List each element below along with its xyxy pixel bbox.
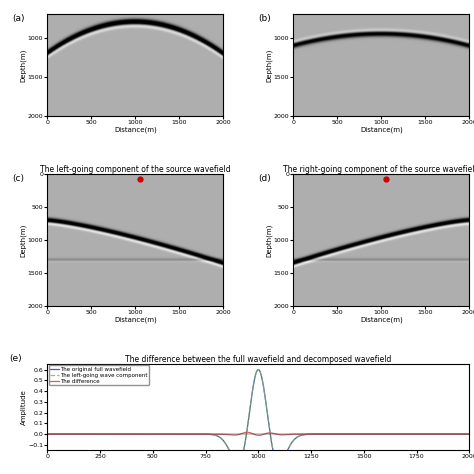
The original full wavefield [45, 431, 50, 437]
Y-axis label: Depth(m): Depth(m) [20, 223, 26, 256]
The difference [244, 429, 250, 435]
The original full wavefield [255, 367, 261, 373]
The original full wavefield [88, 431, 93, 437]
The original full wavefield [276, 460, 282, 466]
Line: The difference: The difference [47, 432, 469, 435]
Title: The left-going component of the source wavefield: The left-going component of the source w… [40, 165, 230, 174]
Line: The original full wavefield: The original full wavefield [47, 370, 469, 463]
The left-going wave component [466, 431, 472, 437]
The left-going wave component [276, 460, 282, 466]
X-axis label: Distance(m): Distance(m) [114, 126, 157, 133]
X-axis label: Distance(m): Distance(m) [114, 316, 157, 323]
The difference [374, 431, 380, 437]
The original full wavefield [215, 433, 221, 439]
The left-going wave component [88, 431, 93, 437]
The original full wavefield [374, 431, 380, 437]
The difference [45, 431, 50, 437]
Text: (c): (c) [12, 174, 24, 183]
The original full wavefield [466, 431, 472, 437]
The original full wavefield [335, 431, 341, 437]
The difference [230, 432, 236, 438]
The original full wavefield [230, 455, 236, 461]
The left-going wave component [374, 431, 380, 437]
The left-going wave component [255, 367, 261, 373]
The difference [255, 432, 261, 438]
Text: (b): (b) [258, 14, 271, 23]
The difference [335, 431, 341, 437]
The left-going wave component [215, 433, 221, 439]
The left-going wave component [45, 431, 50, 437]
X-axis label: Distance(m): Distance(m) [360, 126, 403, 133]
The left-going wave component [230, 455, 236, 461]
The difference [466, 431, 472, 437]
Line: The left-going wave component: The left-going wave component [47, 370, 469, 463]
Title: The difference between the full wavefield and decomposed wavefield: The difference between the full wavefiel… [125, 355, 392, 364]
The left-going wave component [335, 431, 341, 437]
The difference [88, 431, 93, 437]
Y-axis label: Amplitude: Amplitude [21, 389, 27, 425]
The difference [382, 431, 388, 437]
Y-axis label: Depth(m): Depth(m) [266, 48, 272, 82]
Text: (d): (d) [258, 174, 271, 183]
Title: The right-going component of the source wavefield: The right-going component of the source … [283, 165, 474, 174]
The difference [215, 431, 221, 437]
The original full wavefield [382, 431, 388, 437]
Y-axis label: Depth(m): Depth(m) [266, 223, 272, 256]
Text: (a): (a) [12, 14, 25, 23]
Legend: The original full wavefield, The left-going wave component, The difference: The original full wavefield, The left-go… [48, 365, 149, 385]
Y-axis label: Depth(m): Depth(m) [20, 48, 26, 82]
Text: (e): (e) [9, 354, 22, 363]
The left-going wave component [382, 431, 388, 437]
X-axis label: Distance(m): Distance(m) [360, 316, 403, 323]
